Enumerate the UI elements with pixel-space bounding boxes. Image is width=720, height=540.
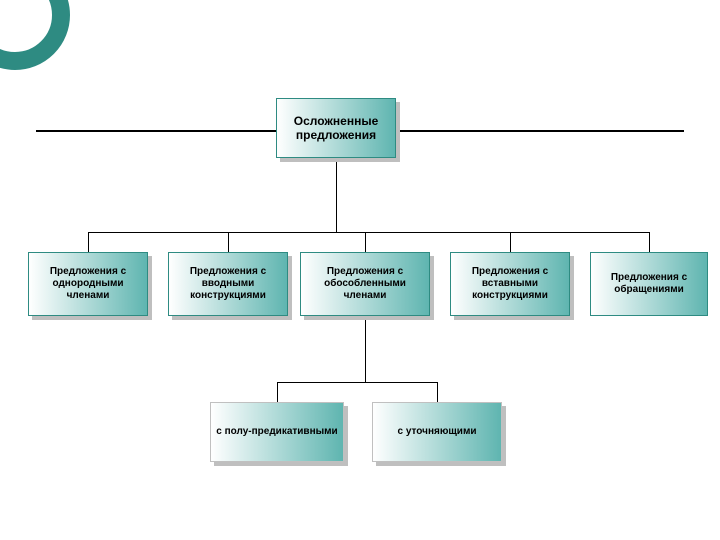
corner-ring-outer [0, 0, 70, 70]
drop-c1 [88, 232, 89, 252]
node-g1-label: с полу-предикативными [216, 426, 337, 438]
node-g2-face: с уточняющими [372, 402, 502, 462]
node-c5: Предложения с обращениями [590, 252, 708, 316]
node-root-label: Осложненные предложения [281, 114, 391, 143]
node-g1: с полу-предикативными [210, 402, 344, 462]
node-c1: Предложения с однородными членами [28, 252, 148, 316]
drop-c5 [649, 232, 650, 252]
node-g2-label: с уточняющими [398, 426, 477, 438]
node-c2-label: Предложения с вводными конструкциями [173, 266, 283, 302]
conn-c3-down [365, 320, 366, 382]
node-g1-face: с полу-предикативными [210, 402, 344, 462]
drop-g1 [277, 382, 278, 402]
bus-row3 [277, 382, 437, 383]
node-c2-face: Предложения с вводными конструкциями [168, 252, 288, 316]
drop-c3 [365, 232, 366, 252]
node-c1-face: Предложения с однородными членами [28, 252, 148, 316]
node-root: Осложненные предложения [276, 98, 396, 158]
drop-g2 [437, 382, 438, 402]
conn-root-down [336, 162, 337, 232]
node-c3-face: Предложения с обособленными членами [300, 252, 430, 316]
node-c5-label: Предложения с обращениями [595, 272, 703, 296]
node-c3: Предложения с обособленными членами [300, 252, 430, 316]
bus-row2 [88, 232, 649, 233]
node-c2: Предложения с вводными конструкциями [168, 252, 288, 316]
node-c4-label: Предложения с вставными конструкциями [455, 266, 565, 302]
node-c1-label: Предложения с однородными членами [33, 266, 143, 302]
node-c4-face: Предложения с вставными конструкциями [450, 252, 570, 316]
node-c4: Предложения с вставными конструкциями [450, 252, 570, 316]
drop-c4 [510, 232, 511, 252]
node-c5-face: Предложения с обращениями [590, 252, 708, 316]
node-g2: с уточняющими [372, 402, 502, 462]
drop-c2 [228, 232, 229, 252]
node-c3-label: Предложения с обособленными членами [305, 266, 425, 302]
node-root-face: Осложненные предложения [276, 98, 396, 158]
